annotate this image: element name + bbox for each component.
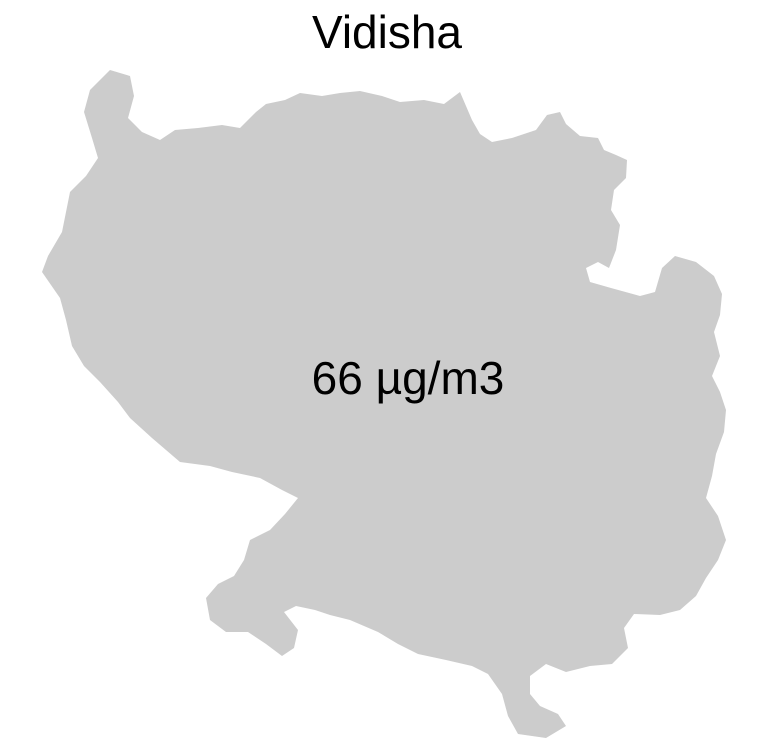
district-shape [42,70,726,738]
map-title: Vidisha [311,6,463,58]
value-label: 66 µg/m3 [312,352,505,404]
